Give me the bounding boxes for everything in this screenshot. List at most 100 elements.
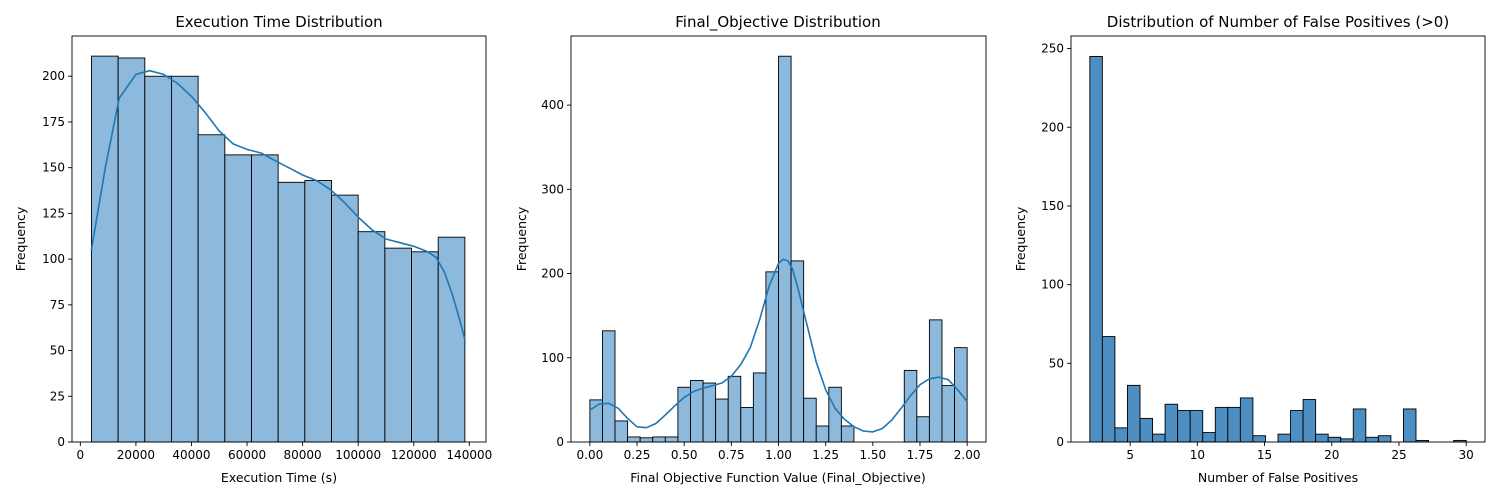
histogram-bar bbox=[1365, 436, 1379, 443]
histogram-bar bbox=[1277, 433, 1291, 443]
x-tick-label: 0.75 bbox=[718, 448, 745, 462]
histogram-bar bbox=[1302, 399, 1317, 443]
x-tick-label: 60000 bbox=[228, 448, 266, 462]
histogram-bar bbox=[331, 194, 359, 443]
plot-frame bbox=[1070, 35, 1486, 443]
y-tick-label: 25 bbox=[50, 389, 65, 403]
histogram-bar bbox=[1152, 433, 1166, 443]
y-tick-label: 300 bbox=[541, 182, 564, 196]
histogram-bar bbox=[1139, 417, 1153, 443]
y-tick-label: 0 bbox=[1056, 435, 1064, 449]
y-tick-label: 75 bbox=[50, 298, 65, 312]
kde-line bbox=[90, 69, 466, 340]
x-tick-label: 1.50 bbox=[859, 448, 886, 462]
y-tick-label: 150 bbox=[1041, 199, 1064, 213]
y-tick-label: 100 bbox=[541, 351, 564, 365]
histogram-bar bbox=[1403, 408, 1417, 443]
histogram-bar bbox=[639, 437, 654, 443]
histogram-bar bbox=[903, 369, 918, 443]
histogram-bar bbox=[1352, 408, 1367, 443]
x-tick-label: 100000 bbox=[335, 448, 381, 462]
histogram-bar bbox=[916, 416, 930, 443]
chart-title: Distribution of Number of False Positive… bbox=[1107, 13, 1449, 31]
histogram-bar bbox=[727, 375, 742, 443]
histogram-bar bbox=[1214, 406, 1229, 443]
x-tick-label: 0.50 bbox=[671, 448, 698, 462]
histogram-bar bbox=[740, 407, 754, 443]
chart-title: Final_Objective Distribution bbox=[675, 13, 880, 32]
x-tick-label: 0.25 bbox=[624, 448, 651, 462]
kde-line bbox=[589, 258, 968, 433]
histogram-false-positives: Distribution of Number of False Positive… bbox=[1013, 13, 1486, 485]
x-tick-label: 1.75 bbox=[907, 448, 934, 462]
x-tick-label: 0 bbox=[77, 448, 85, 462]
histogram-bar bbox=[941, 385, 956, 443]
histogram-bar bbox=[171, 75, 199, 443]
histogram-bar bbox=[277, 181, 306, 443]
histogram-bar bbox=[652, 436, 666, 443]
x-tick-label: 20 bbox=[1324, 448, 1339, 462]
x-axis-label: Final Objective Function Value (Final_Ob… bbox=[630, 470, 926, 485]
histogram-bar bbox=[1164, 403, 1179, 443]
y-tick-label: 50 bbox=[50, 344, 65, 358]
histogram-bar bbox=[1114, 427, 1128, 443]
x-tick-label: 80000 bbox=[284, 448, 322, 462]
y-tick-label: 200 bbox=[541, 267, 564, 281]
histogram-bar bbox=[803, 397, 817, 443]
histogram-bar bbox=[1340, 438, 1354, 443]
histogram-bar bbox=[437, 236, 466, 443]
y-tick-label: 0 bbox=[556, 435, 564, 449]
histogram-bar bbox=[117, 57, 146, 443]
histogram-bar bbox=[752, 372, 767, 443]
histogram-bar bbox=[614, 420, 629, 443]
histogram-bar bbox=[1227, 406, 1241, 443]
histogram-execution-time: Execution Time Distribution Execution Ti… bbox=[13, 13, 492, 485]
x-tick-label: 2.00 bbox=[954, 448, 981, 462]
histogram-bar bbox=[1089, 56, 1103, 443]
histogram-bar bbox=[1327, 436, 1342, 443]
x-tick-label: 30 bbox=[1459, 448, 1474, 462]
histogram-bar bbox=[601, 330, 616, 443]
histogram-bar bbox=[715, 398, 729, 443]
y-tick-label: 175 bbox=[42, 115, 65, 129]
x-tick-label: 0.00 bbox=[577, 448, 604, 462]
histogram-bar bbox=[765, 271, 779, 443]
x-tick-label: 1.25 bbox=[812, 448, 839, 462]
x-tick-label: 120000 bbox=[391, 448, 437, 462]
x-tick-label: 5 bbox=[1126, 448, 1134, 462]
histogram-bar bbox=[1189, 410, 1204, 443]
histogram-bar bbox=[778, 55, 792, 443]
histogram-bar bbox=[357, 231, 386, 443]
y-tick-label: 100 bbox=[42, 252, 65, 266]
x-tick-label: 20000 bbox=[117, 448, 155, 462]
histogram-bar bbox=[1252, 435, 1266, 443]
histogram-bar bbox=[224, 154, 252, 443]
y-axis-label: Frequency bbox=[13, 206, 28, 271]
x-tick-label: 15 bbox=[1257, 448, 1272, 462]
histogram-bar bbox=[251, 154, 279, 443]
y-tick-label: 150 bbox=[42, 161, 65, 175]
x-tick-label: 10 bbox=[1190, 448, 1205, 462]
histogram-bar bbox=[144, 75, 172, 443]
histogram-final-objective: Final_Objective Distribution Final Objec… bbox=[514, 13, 987, 485]
histogram-bar bbox=[1290, 410, 1304, 443]
histogram-bar bbox=[90, 55, 119, 443]
y-tick-label: 125 bbox=[42, 206, 65, 220]
x-axis-label: Number of False Positives bbox=[1198, 470, 1358, 485]
y-axis-label: Frequency bbox=[514, 206, 529, 271]
histogram-bar bbox=[1127, 384, 1141, 443]
chart-title: Execution Time Distribution bbox=[175, 13, 382, 31]
histogram-bar bbox=[1315, 433, 1329, 443]
y-tick-label: 200 bbox=[42, 69, 65, 83]
histogram-bar bbox=[928, 319, 943, 443]
x-tick-label: 1.00 bbox=[765, 448, 792, 462]
histogram-bar bbox=[664, 436, 679, 443]
y-tick-label: 50 bbox=[1049, 356, 1064, 370]
histogram-bar bbox=[627, 436, 641, 443]
histogram-bar bbox=[1101, 336, 1116, 443]
x-tick-label: 40000 bbox=[172, 448, 210, 462]
y-axis-label: Frequency bbox=[1013, 206, 1028, 271]
y-tick-label: 400 bbox=[541, 98, 564, 112]
histogram-bar bbox=[1239, 397, 1254, 443]
